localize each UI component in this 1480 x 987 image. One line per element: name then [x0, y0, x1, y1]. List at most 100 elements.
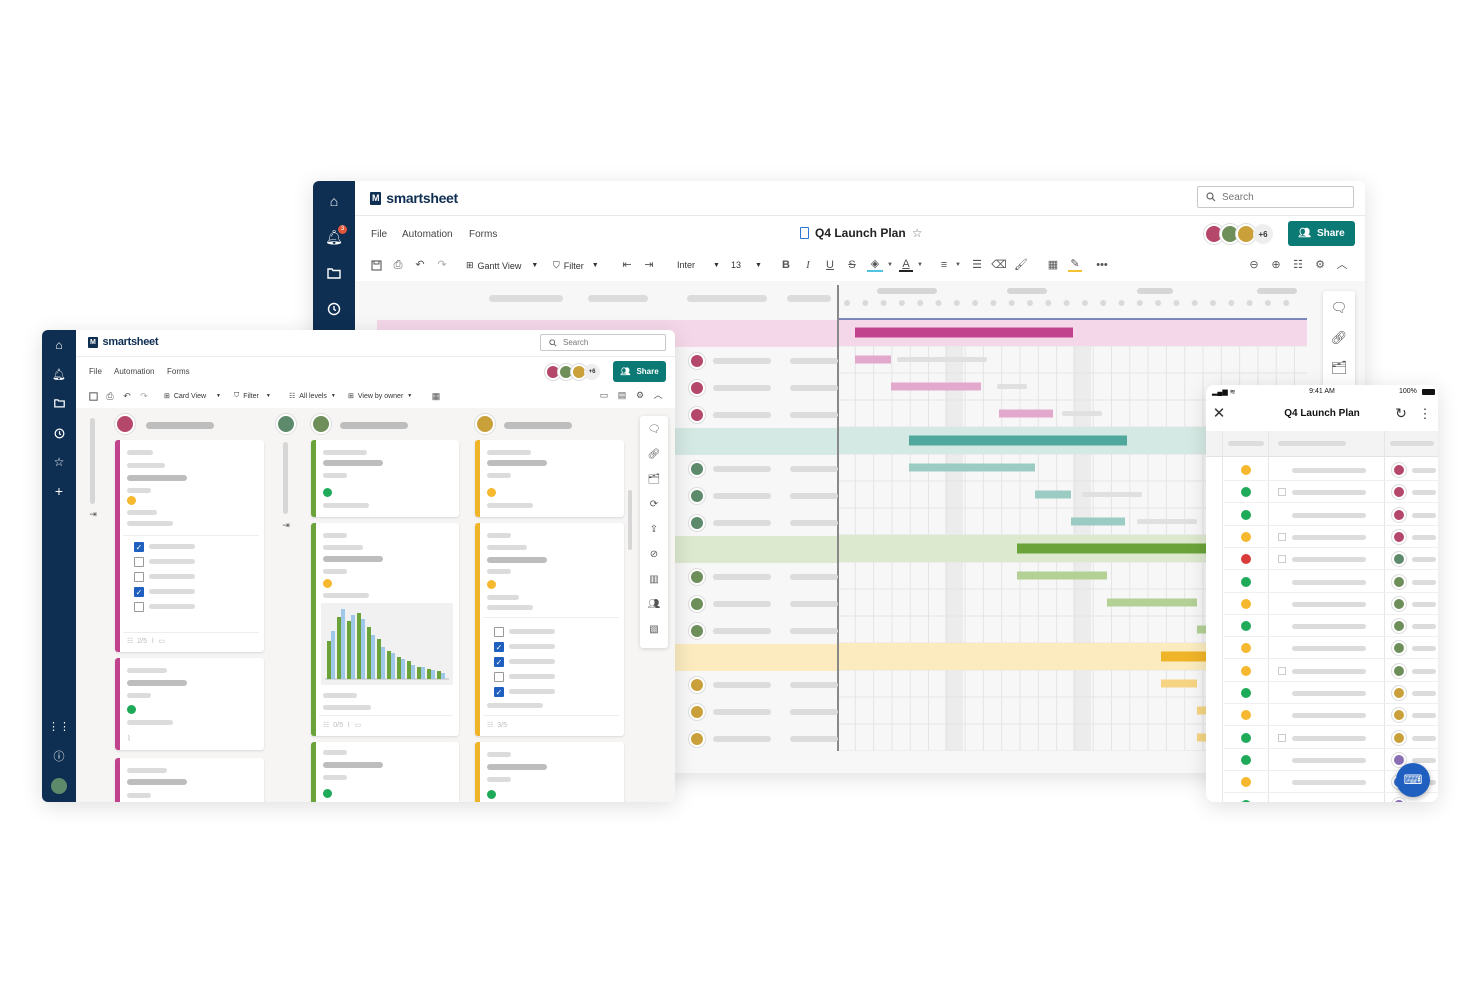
- share-button[interactable]: 👥︎ Share: [613, 361, 666, 382]
- expand-row-icon[interactable]: [1278, 532, 1286, 541]
- checklist-checkbox[interactable]: [134, 572, 144, 582]
- expand-icon[interactable]: ⇥: [89, 508, 97, 519]
- gantt-bar[interactable]: [909, 463, 1035, 472]
- checklist-checkbox[interactable]: [134, 557, 144, 567]
- bold-button[interactable]: B: [782, 258, 790, 271]
- gantt-bar[interactable]: [1161, 679, 1197, 688]
- comment-icon[interactable]: 🗨︎: [647, 424, 661, 435]
- hierarchy-icon[interactable]: ☷: [1293, 258, 1303, 271]
- apps-grid-icon[interactable]: ⋮⋮: [48, 720, 70, 733]
- clock-icon[interactable]: [313, 299, 355, 319]
- levels-selector[interactable]: ☷ All levels ▼: [289, 392, 336, 401]
- expand-row-icon[interactable]: [1278, 555, 1286, 564]
- task-card[interactable]: [311, 742, 459, 802]
- table-icon[interactable]: ▦: [431, 390, 441, 401]
- layers-icon[interactable]: 🗂︎: [1330, 359, 1348, 375]
- text-color-icon[interactable]: A: [899, 258, 913, 272]
- undo-icon[interactable]: ↶: [415, 258, 425, 271]
- gear-icon[interactable]: ⚙: [635, 389, 645, 400]
- indent-icon[interactable]: ⇥: [644, 258, 654, 271]
- task-card[interactable]: [311, 440, 459, 517]
- chevron-up-icon[interactable]: ︿: [653, 389, 663, 400]
- task-card[interactable]: ✓ ✓ ✓ ☷ 3/5: [475, 523, 624, 736]
- link-icon[interactable]: 🔗︎: [1330, 329, 1348, 345]
- bell-icon[interactable]: 🔔︎: [52, 368, 66, 381]
- checklist-checkbox[interactable]: [494, 672, 504, 682]
- italic-button[interactable]: I: [806, 258, 810, 271]
- fill-color-icon[interactable]: ◈: [867, 258, 883, 272]
- menu-file[interactable]: File: [371, 229, 388, 240]
- more-collaborators-badge[interactable]: +6: [1253, 224, 1273, 244]
- font-family-select[interactable]: Inter ▼: [677, 260, 720, 270]
- gantt-bar[interactable]: [1035, 490, 1071, 499]
- gantt-bar[interactable]: [999, 409, 1053, 418]
- chevron-down-icon[interactable]: ▼: [955, 262, 961, 268]
- checklist-checkbox[interactable]: ✓: [134, 587, 144, 597]
- zoom-in-icon[interactable]: ⊕: [1271, 258, 1281, 271]
- gantt-bar[interactable]: [1107, 598, 1197, 607]
- plus-icon[interactable]: +: [54, 483, 64, 499]
- sync-icon[interactable]: ⟳: [649, 499, 659, 510]
- search-input[interactable]: Search: [1197, 186, 1354, 208]
- report-icon[interactable]: ▧: [649, 624, 659, 635]
- book-icon[interactable]: ▥: [649, 574, 659, 585]
- chevron-up-icon[interactable]: ︿: [1336, 258, 1348, 271]
- font-size-select[interactable]: 13 ▼: [731, 260, 762, 270]
- chevron-down-icon[interactable]: ▼: [887, 262, 893, 268]
- checklist-checkbox[interactable]: [494, 627, 504, 637]
- checklist-checkbox[interactable]: ✓: [494, 642, 504, 652]
- format-painter-icon[interactable]: 🖌︎: [1014, 258, 1028, 271]
- save-icon[interactable]: [369, 258, 383, 272]
- close-icon[interactable]: ✕: [1212, 404, 1226, 422]
- more-icon[interactable]: •••: [1096, 258, 1108, 271]
- menu-file[interactable]: File: [89, 367, 102, 376]
- undo-icon[interactable]: ↶: [123, 390, 131, 401]
- share-button[interactable]: 👥︎ Share: [1288, 221, 1355, 246]
- folder-icon[interactable]: [313, 263, 355, 283]
- filter-button[interactable]: ⛉ Filter ▼: [234, 392, 271, 400]
- task-card[interactable]: ⌇: [115, 658, 264, 750]
- gantt-bar[interactable]: [909, 435, 1127, 446]
- people-icon[interactable]: 👥︎: [647, 599, 661, 610]
- menu-forms[interactable]: Forms: [469, 229, 498, 240]
- outdent-icon[interactable]: ⇤: [622, 258, 632, 271]
- checklist-checkbox[interactable]: [134, 602, 144, 612]
- more-vertical-icon[interactable]: ⋮: [1418, 405, 1432, 421]
- lane-scrollbar[interactable]: [628, 490, 632, 550]
- upload-icon[interactable]: ⇪: [649, 524, 659, 535]
- profile-avatar[interactable]: [51, 778, 67, 794]
- lane-scrollbar[interactable]: [283, 442, 288, 514]
- wrap-text-icon[interactable]: ☰: [972, 258, 982, 271]
- filter-button[interactable]: ⛉ Filter ▼: [553, 260, 599, 271]
- underline-button[interactable]: U: [826, 258, 834, 271]
- task-card[interactable]: [475, 742, 624, 802]
- print-icon[interactable]: ⎙: [106, 390, 114, 401]
- home-icon[interactable]: ⌂: [329, 193, 339, 209]
- menu-automation[interactable]: Automation: [114, 367, 155, 376]
- help-icon[interactable]: ⓘ: [53, 751, 65, 763]
- redo-icon[interactable]: ↷: [437, 258, 447, 271]
- layers-icon[interactable]: 🗂︎: [647, 474, 661, 485]
- keyboard-fab[interactable]: ⌨: [1396, 763, 1430, 797]
- comment-icon[interactable]: 🗨︎: [1330, 299, 1348, 315]
- gear-icon[interactable]: ⚙: [1315, 258, 1325, 271]
- align-icon[interactable]: ≡: [940, 258, 948, 271]
- eraser-icon[interactable]: ⌫: [991, 258, 1007, 271]
- checklist-checkbox[interactable]: ✓: [494, 687, 504, 697]
- checklist-checkbox[interactable]: ✓: [134, 542, 144, 552]
- checklist-checkbox[interactable]: ✓: [494, 657, 504, 667]
- gantt-bar[interactable]: [1017, 543, 1307, 554]
- task-card[interactable]: [475, 440, 624, 517]
- refresh-icon[interactable]: ↻: [1395, 405, 1407, 421]
- link-icon[interactable]: 🔗︎: [647, 449, 661, 460]
- expand-row-icon[interactable]: [1278, 733, 1286, 742]
- expand-row-icon[interactable]: [1278, 488, 1286, 497]
- activity-icon[interactable]: ⊘: [649, 549, 659, 560]
- lane-scrollbar[interactable]: [90, 418, 95, 504]
- more-collaborators-badge[interactable]: +6: [584, 364, 600, 380]
- redo-icon[interactable]: ↷: [140, 390, 148, 401]
- view-selector[interactable]: ⊞ Gantt View ▼: [466, 260, 538, 271]
- clock-icon[interactable]: [42, 425, 76, 441]
- menu-forms[interactable]: Forms: [167, 367, 190, 376]
- save-icon[interactable]: [87, 390, 99, 402]
